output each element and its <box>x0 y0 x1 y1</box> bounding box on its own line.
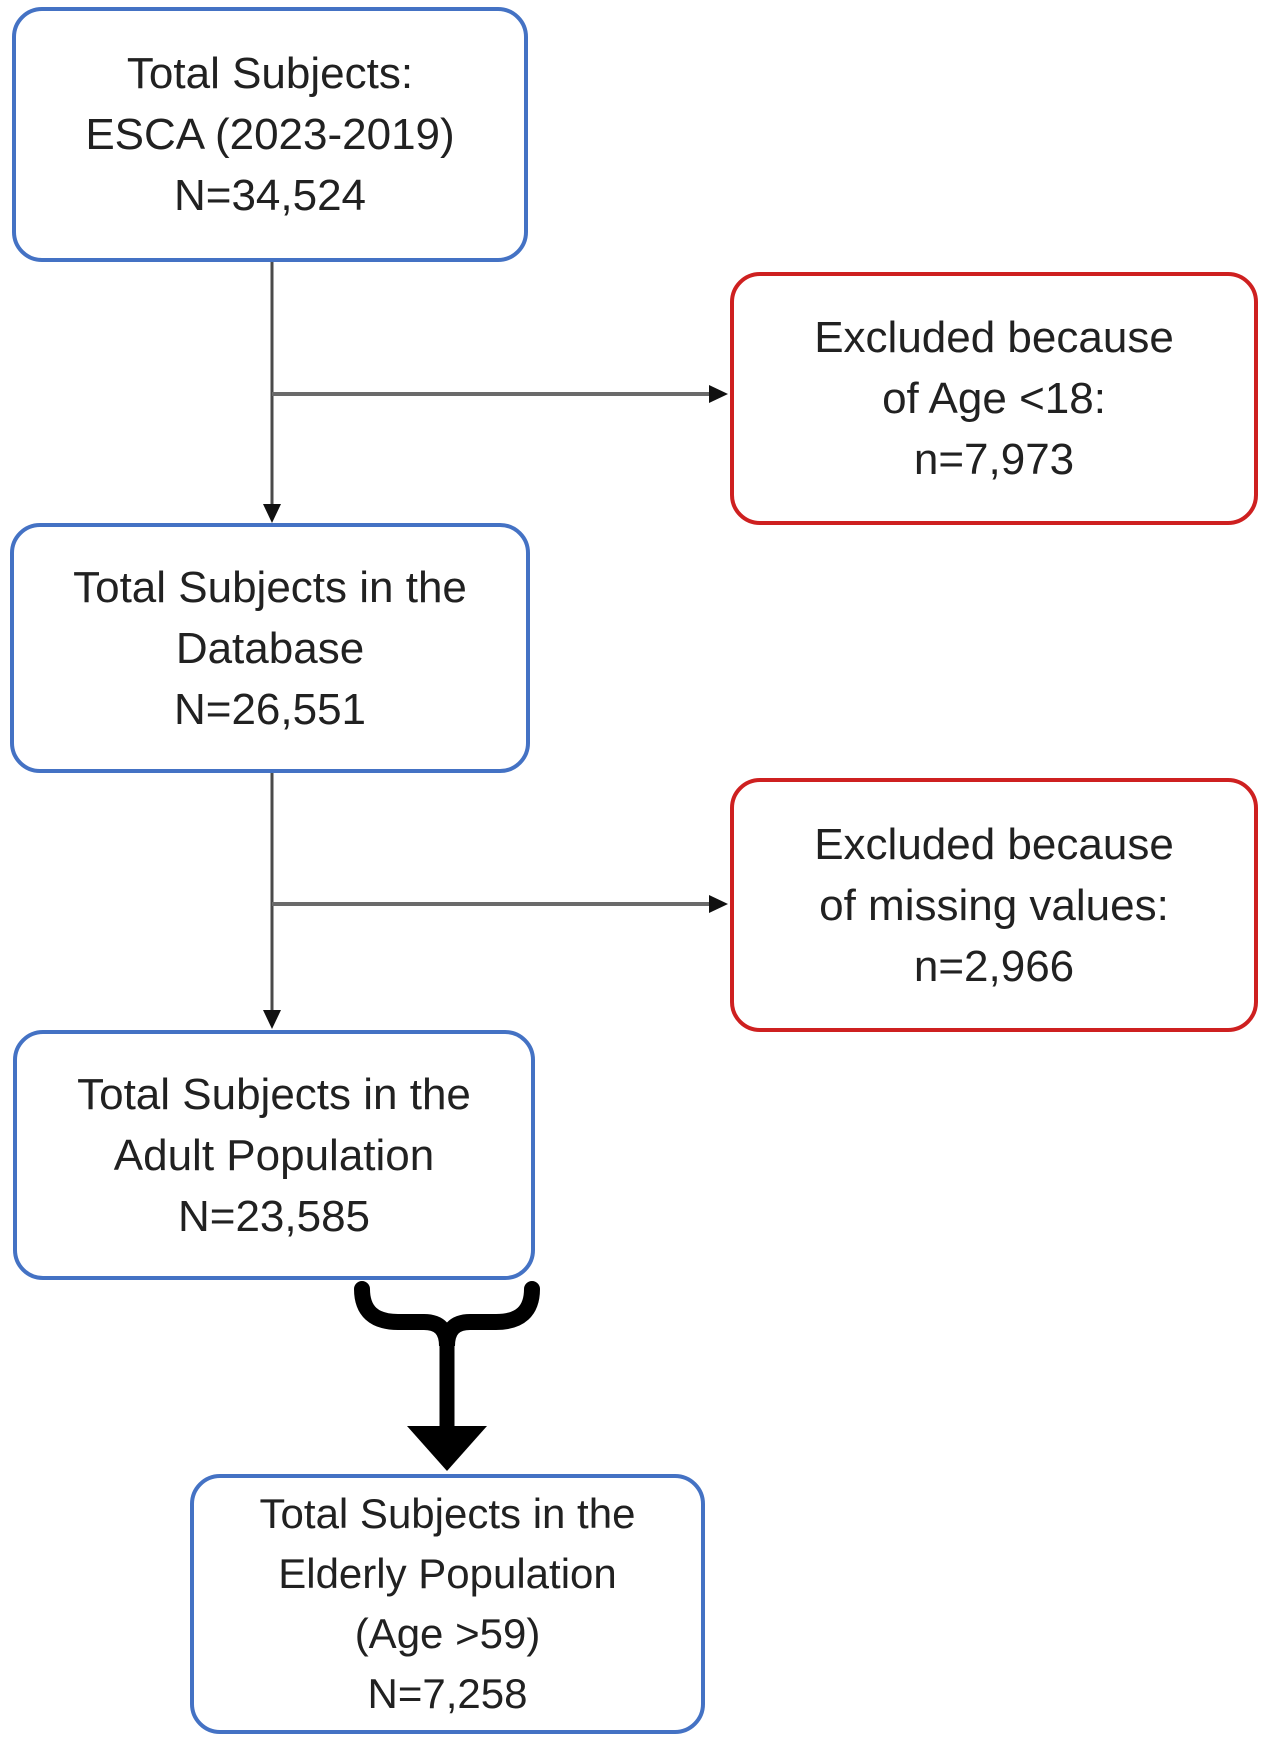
box-line: of missing values: <box>819 880 1169 930</box>
box-line-count: N=34,524 <box>173 171 367 220</box>
flow-box-elderly-population: Total Subjects in the Elderly Population… <box>190 1474 705 1734</box>
box-line-count: N=7,258 <box>367 1670 528 1717</box>
box-line-count: n=2,966 <box>913 941 1075 991</box>
arrow-right-to-excluded-age <box>272 385 728 403</box>
box-line: Excluded because <box>814 819 1174 869</box>
box-line: Total Subjects in the <box>77 1069 471 1119</box>
box-line: (Age >59) <box>354 1610 541 1657</box>
box-line: Database <box>175 623 365 673</box>
bold-down-arrow <box>407 1340 487 1471</box>
box-line-count: N=23,585 <box>177 1191 371 1241</box>
box-line: Adult Population <box>113 1130 435 1180</box>
box-line: Total Subjects in the <box>259 1490 636 1537</box>
box-line: of Age <18: <box>882 374 1106 423</box>
box-line: Total Subjects in the <box>73 562 467 612</box>
box-line-count: N=26,551 <box>173 684 367 734</box>
box-line-count: n=7,973 <box>913 435 1075 484</box>
arrow-down-source-to-database <box>263 262 281 523</box>
box-line: Total Subjects: <box>126 49 414 98</box>
flow-box-database: Total Subjects in the Database N=26,551 <box>10 523 530 773</box>
arrow-right-to-excluded-missing <box>272 895 728 913</box>
flow-box-adult-population: Total Subjects in the Adult Population N… <box>13 1030 535 1280</box>
box-line: Excluded because <box>814 313 1174 362</box>
curly-brace-icon <box>354 1281 540 1347</box>
flow-box-excluded-missing-values: Excluded because of missing values: n=2,… <box>730 778 1258 1032</box>
arrow-down-database-to-adult <box>263 773 281 1029</box>
flow-box-total-subjects: Total Subjects: ESCA (2023-2019) N=34,52… <box>12 7 528 262</box>
box-line: ESCA (2023-2019) <box>85 110 455 159</box>
flow-box-excluded-age: Excluded because of Age <18: n=7,973 <box>730 272 1258 525</box>
box-line: Elderly Population <box>278 1550 617 1597</box>
